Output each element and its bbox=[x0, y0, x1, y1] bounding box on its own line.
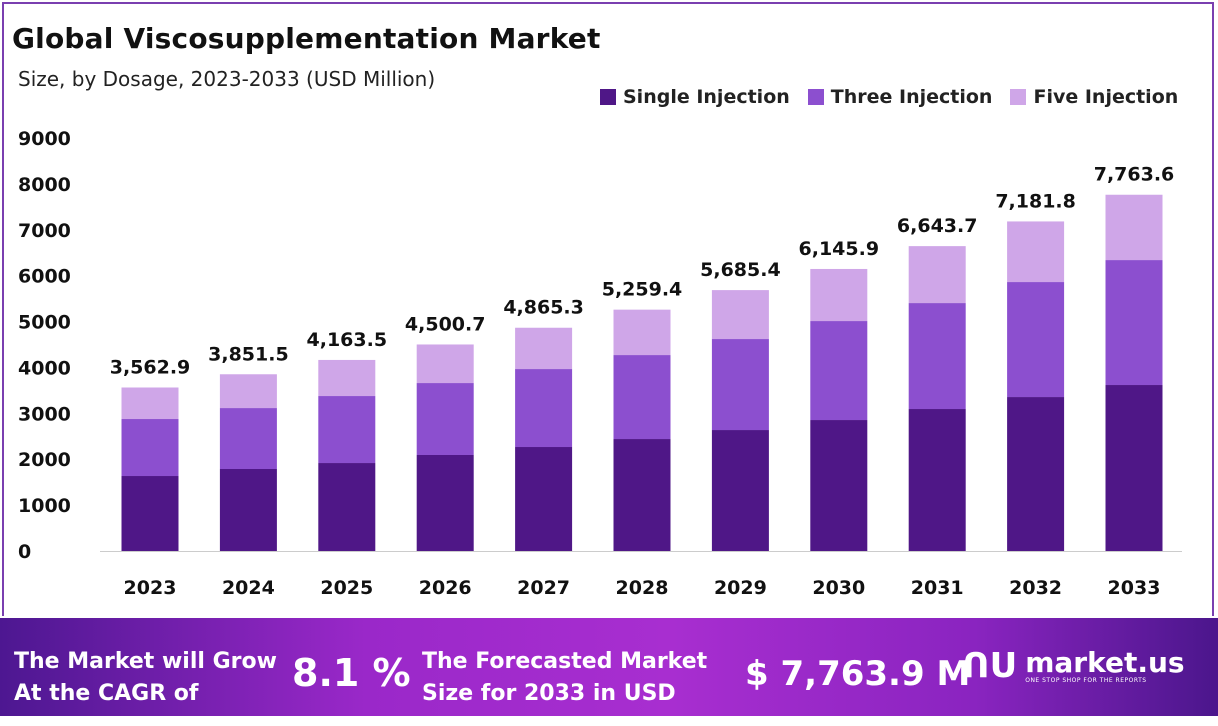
y-tick-label: 1000 bbox=[18, 495, 71, 517]
cagr-label: The Market will Grow At the CAGR of bbox=[14, 646, 277, 710]
x-tick-label: 2024 bbox=[222, 577, 275, 599]
legend-item-three: Three Injection bbox=[807, 86, 993, 108]
total-label: 3,562.9 bbox=[110, 357, 191, 379]
bar-segment bbox=[810, 420, 868, 551]
bar-segment bbox=[908, 246, 966, 304]
forecast-label: The Forecasted Market Size for 2033 in US… bbox=[422, 646, 707, 710]
x-tick-label: 2029 bbox=[714, 577, 767, 599]
total-label: 4,500.7 bbox=[405, 313, 486, 335]
bar-segment bbox=[613, 439, 671, 551]
total-label: 7,763.6 bbox=[1094, 164, 1175, 186]
y-tick-label: 6000 bbox=[18, 266, 71, 288]
x-tick-label: 2025 bbox=[320, 577, 373, 599]
bar-chart: 0 1000 2000 3000 4000 5000 6000 7000 8000 9000 3,5… bbox=[18, 128, 1182, 599]
bar-segment bbox=[416, 344, 474, 384]
y-tick-label: 2000 bbox=[18, 449, 71, 471]
logo-icon: ᑎᑌ bbox=[962, 646, 1018, 686]
x-tick-label: 2030 bbox=[812, 577, 865, 599]
y-tick-label: 9000 bbox=[18, 128, 71, 150]
forecast-label-line1: The Forecasted Market bbox=[422, 649, 708, 674]
bar-segment bbox=[711, 430, 769, 551]
bar-segment bbox=[219, 468, 277, 551]
bar-segment bbox=[416, 455, 474, 551]
y-tick-label: 5000 bbox=[18, 312, 71, 334]
y-tick-label: 8000 bbox=[18, 174, 71, 196]
total-label: 6,643.7 bbox=[897, 215, 978, 237]
bar-segment bbox=[318, 359, 376, 397]
bar-segment bbox=[908, 303, 966, 410]
legend-item-five: Five Injection bbox=[1010, 86, 1178, 108]
logo-tagline: ONE STOP SHOP FOR THE REPORTS bbox=[1025, 676, 1147, 684]
total-label: 7,181.8 bbox=[995, 190, 1076, 212]
bar-segment bbox=[1007, 397, 1065, 551]
x-tick-label: 2028 bbox=[616, 577, 669, 599]
total-label: 4,865.3 bbox=[503, 297, 584, 319]
x-tick-label: 2023 bbox=[124, 577, 177, 599]
bar-segment bbox=[1105, 194, 1163, 261]
total-label: 5,685.4 bbox=[700, 259, 781, 281]
bar-segment bbox=[515, 369, 573, 448]
bar-segment bbox=[1105, 260, 1163, 386]
bar-segment bbox=[810, 268, 868, 322]
forecast-label-line2: Size for 2033 in USD bbox=[422, 681, 676, 706]
y-tick-label: 4000 bbox=[18, 357, 71, 379]
bar-segment bbox=[711, 339, 769, 431]
total-label: 5,259.4 bbox=[602, 279, 683, 301]
forecast-value: $ 7,763.9 M bbox=[745, 654, 971, 694]
total-label: 4,163.5 bbox=[307, 329, 388, 351]
bar-segment bbox=[219, 408, 277, 469]
bar-segment bbox=[318, 396, 376, 464]
bar-segment bbox=[711, 290, 769, 340]
legend-label: Single Injection bbox=[623, 86, 790, 108]
bar-segment bbox=[1007, 221, 1065, 283]
y-tick-label: 7000 bbox=[18, 220, 71, 242]
bar-segment bbox=[1007, 282, 1065, 398]
bar-segment bbox=[613, 355, 671, 440]
y-tick-label: 0 bbox=[18, 541, 31, 563]
bar-segment bbox=[121, 476, 179, 551]
chart-subtitle: Size, by Dosage, 2023-2033 (USD Million) bbox=[18, 67, 436, 91]
legend-swatch bbox=[600, 89, 616, 105]
bar-segment bbox=[908, 409, 966, 551]
marketus-logo: ᑎᑌ market.us ONE STOP SHOP FOR THE REPORT… bbox=[962, 646, 1185, 686]
legend-swatch bbox=[807, 89, 824, 105]
x-tick-label: 2032 bbox=[1009, 577, 1062, 599]
cagr-value: 8.1 % bbox=[292, 651, 411, 695]
legend-swatch bbox=[1010, 89, 1027, 105]
cagr-label-line2: At the CAGR of bbox=[14, 681, 199, 706]
x-tick-label: 2026 bbox=[419, 577, 472, 599]
legend-label: Three Injection bbox=[830, 86, 993, 108]
x-tick-label: 2033 bbox=[1108, 577, 1161, 599]
bar-segment bbox=[219, 374, 277, 409]
x-tick-label: 2027 bbox=[517, 577, 570, 599]
bar-segment bbox=[121, 387, 179, 420]
logo-name: market.us bbox=[1025, 645, 1185, 679]
bar-segment bbox=[613, 309, 671, 356]
legend-item-single: Single Injection bbox=[600, 86, 790, 108]
bar-segment bbox=[515, 327, 573, 370]
bar-segment bbox=[318, 463, 376, 551]
y-tick-label: 3000 bbox=[18, 403, 71, 425]
cagr-label-line1: The Market will Grow bbox=[14, 649, 277, 674]
total-label: 6,145.9 bbox=[799, 238, 880, 260]
chart-title: Global Viscosupplementation Market bbox=[12, 22, 601, 55]
x-tick-label: 2031 bbox=[911, 577, 964, 599]
legend-label: Five Injection bbox=[1033, 86, 1179, 108]
chart-frame bbox=[2, 2, 1214, 616]
bar-segment bbox=[121, 419, 179, 477]
bar-segment bbox=[416, 383, 474, 456]
total-label: 3,851.5 bbox=[208, 343, 289, 365]
bar-segment bbox=[810, 321, 868, 421]
bar-segment bbox=[1105, 385, 1163, 551]
footer-banner: The Market will Grow At the CAGR of 8.1 %… bbox=[0, 618, 1218, 716]
legend: Single Injection Three Injection Five In… bbox=[600, 86, 1178, 108]
bar-segment bbox=[515, 447, 573, 551]
